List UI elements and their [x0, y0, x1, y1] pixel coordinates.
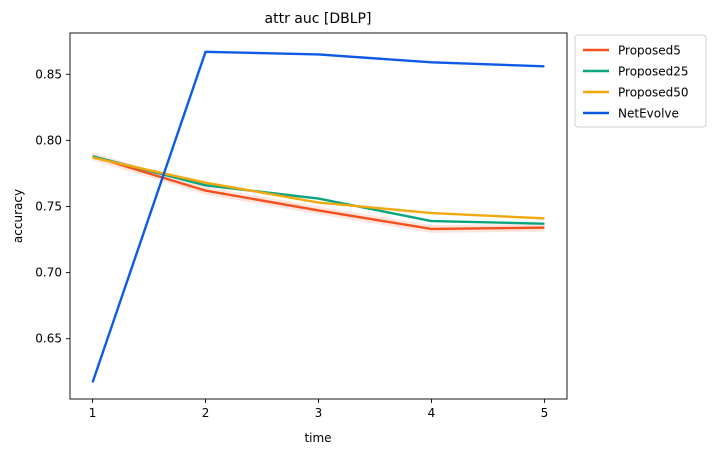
- y-tick-label: 0.75: [35, 199, 62, 213]
- chart-title: attr auc [DBLP]: [265, 11, 372, 27]
- y-tick-label: 0.85: [35, 67, 62, 81]
- legend-label-proposed25: Proposed25: [618, 65, 689, 79]
- x-tick-label: 4: [428, 406, 436, 420]
- x-tick-label: 2: [202, 406, 210, 420]
- legend-label-proposed5: Proposed5: [618, 44, 681, 58]
- legend-label-proposed50: Proposed50: [618, 86, 689, 100]
- x-tick-label: 5: [541, 406, 549, 420]
- x-tick-label: 3: [315, 406, 323, 420]
- x-axis-label: time: [304, 431, 331, 445]
- y-axis-label: accuracy: [11, 189, 25, 243]
- legend-label-netevolve: NetEvolve: [618, 107, 679, 121]
- x-tick-label: 1: [89, 406, 97, 420]
- y-tick-label: 0.70: [35, 266, 62, 280]
- y-tick-label: 0.80: [35, 133, 62, 147]
- y-tick-label: 0.65: [35, 332, 62, 346]
- y-axis: 0.65 0.70 0.75 0.80 0.85: [35, 67, 70, 345]
- x-axis: 1 2 3 4 5: [89, 399, 548, 420]
- plot-area: [70, 33, 567, 399]
- legend: Proposed5 Proposed25 Proposed50 NetEvolve: [575, 35, 706, 127]
